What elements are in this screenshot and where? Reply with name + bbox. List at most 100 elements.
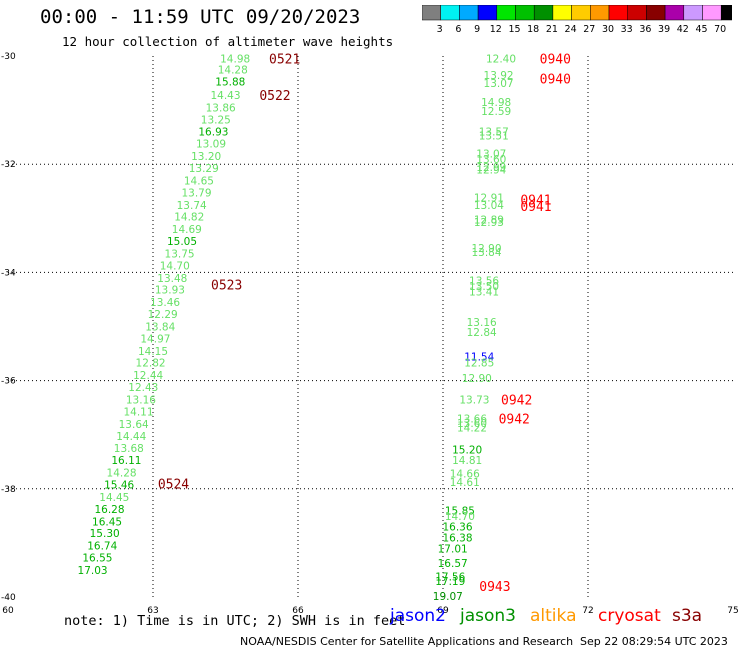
swh-value-label: 14.98 bbox=[481, 97, 511, 109]
legend-cryosat: cryosat bbox=[598, 606, 661, 626]
swh-value-label: 14.69 bbox=[172, 224, 202, 236]
legend-jason2: jason2 bbox=[390, 606, 446, 626]
swh-value-label: 14.70 bbox=[160, 260, 190, 272]
pass-time-label: 0521 bbox=[269, 53, 300, 68]
swh-value-label: 16.36 bbox=[442, 522, 472, 534]
pass-time-label: 0940 bbox=[540, 73, 571, 88]
swh-value-label: 17.19 bbox=[435, 576, 465, 588]
footer-note: note: 1) Time is in UTC; 2) SWH is in fe… bbox=[64, 613, 406, 629]
swh-value-label: 13.48 bbox=[157, 273, 187, 285]
swh-value-label: 14.82 bbox=[174, 212, 204, 224]
x-tick-label: 66 bbox=[292, 606, 304, 616]
colorbar-label: 9 bbox=[474, 24, 480, 35]
legend-s3a: s3a bbox=[672, 606, 703, 626]
swh-value-label: 12.91 bbox=[474, 193, 504, 205]
colorbar-label: 30 bbox=[602, 24, 614, 35]
colorbar-label: 42 bbox=[677, 24, 689, 35]
swh-value-label: 13.93 bbox=[155, 285, 185, 297]
swh-value-label: 12.90 bbox=[471, 243, 501, 255]
swh-value-label: 13.84 bbox=[145, 322, 175, 334]
swh-value-label: 12.44 bbox=[133, 370, 163, 382]
swh-value-label: 16.28 bbox=[94, 504, 124, 516]
swh-value-label: 14.43 bbox=[210, 90, 240, 102]
swh-value-label: 13.66 bbox=[457, 413, 487, 425]
colorbar-label: 70 bbox=[714, 24, 726, 35]
swh-value-label: 16.93 bbox=[198, 127, 228, 139]
swh-value-label: 13.60 bbox=[476, 154, 506, 166]
page-subtitle: 12 hour collection of altimeter wave hei… bbox=[62, 34, 394, 49]
swh-value-label: 14.66 bbox=[450, 469, 480, 481]
swh-value-label: 16.38 bbox=[442, 532, 472, 544]
swh-value-label: 12.85 bbox=[464, 358, 494, 370]
pass-time-label: 0942 bbox=[501, 394, 532, 409]
colorbar-label: 21 bbox=[546, 24, 558, 35]
swh-value-label: 14.98 bbox=[220, 54, 250, 66]
swh-value-label: 12.40 bbox=[486, 54, 516, 66]
pass-time-label: 0943 bbox=[479, 580, 510, 595]
swh-value-label: 12.99 bbox=[476, 162, 506, 174]
swh-value-label: 14.65 bbox=[184, 175, 214, 187]
y-tick-label: -34 bbox=[1, 268, 16, 278]
timestamp-text: Sep 22 08:29:54 UTC 2023 bbox=[580, 635, 728, 648]
swh-value-label: 12.89 bbox=[474, 214, 504, 226]
swh-value-label: 13.68 bbox=[114, 443, 144, 455]
swh-value-label: 13.07 bbox=[484, 78, 514, 90]
swh-value-label: 12.93 bbox=[474, 217, 504, 229]
colorbar-swatch bbox=[720, 5, 732, 21]
swh-value-label: 13.57 bbox=[479, 127, 509, 139]
swh-value-label: 15.30 bbox=[90, 528, 120, 540]
colorbar-label: 12 bbox=[490, 24, 502, 35]
colorbar-label: 6 bbox=[455, 24, 461, 35]
x-tick-label: 75 bbox=[727, 606, 738, 616]
colorbar-label: 36 bbox=[639, 24, 651, 35]
swh-value-label: 13.75 bbox=[165, 248, 195, 260]
pass-time-label: 0941 bbox=[520, 193, 551, 208]
swh-value-label: 16.11 bbox=[111, 455, 141, 467]
swh-value-label: 13.74 bbox=[177, 200, 207, 212]
pass-time-label: 0522 bbox=[259, 89, 290, 104]
legend-altika: altika bbox=[530, 606, 577, 626]
y-tick-label: -40 bbox=[1, 593, 16, 603]
swh-value-label: 14.28 bbox=[107, 468, 137, 480]
swh-value-label: 13.41 bbox=[469, 286, 499, 298]
pass-time-label: 0524 bbox=[158, 477, 189, 492]
swh-value-label: 15.88 bbox=[215, 76, 245, 88]
x-tick-label: 63 bbox=[147, 606, 158, 616]
swh-value-label: 13.29 bbox=[189, 163, 219, 175]
colorbar-label: 33 bbox=[621, 24, 633, 35]
swh-value-label: 17.01 bbox=[438, 543, 468, 555]
swh-value-label: 16.45 bbox=[92, 516, 122, 528]
swh-value-label: 12.59 bbox=[481, 106, 511, 118]
colorbar-label: 24 bbox=[565, 24, 577, 35]
swh-value-label: 12.82 bbox=[136, 358, 166, 370]
legend-jason3: jason3 bbox=[460, 606, 516, 626]
swh-value-label: 13.73 bbox=[459, 395, 489, 407]
swh-value-label: 13.51 bbox=[479, 131, 509, 143]
swh-value-label: 15.85 bbox=[445, 505, 475, 517]
pass-time-label: 0942 bbox=[499, 412, 530, 427]
swh-value-label: 12.90 bbox=[462, 373, 492, 385]
swh-value-label: 19.07 bbox=[433, 591, 463, 603]
colorbar-label: 39 bbox=[658, 24, 670, 35]
colorbar-label: 3 bbox=[437, 24, 443, 35]
swh-value-label: 14.44 bbox=[116, 431, 146, 443]
swh-value-label: 13.46 bbox=[150, 297, 180, 309]
swh-value-label: 14.81 bbox=[452, 455, 482, 467]
colorbar-label: 45 bbox=[695, 24, 707, 35]
x-tick-label: 60 bbox=[2, 606, 14, 616]
swh-value-label: 13.50 bbox=[469, 281, 499, 293]
swh-value-label: 12.84 bbox=[467, 327, 497, 339]
swh-value-label: 17.03 bbox=[78, 565, 108, 577]
swh-value-label: 13.86 bbox=[206, 102, 236, 114]
swh-value-label: 12.94 bbox=[476, 165, 506, 177]
y-tick-label: -38 bbox=[1, 485, 16, 495]
credit-text: NOAA/NESDIS Center for Satellite Applica… bbox=[240, 635, 574, 648]
pass-time-label: 0940 bbox=[540, 53, 571, 68]
swh-value-label: 15.20 bbox=[452, 444, 482, 456]
swh-value-label: 16.57 bbox=[438, 558, 468, 570]
swh-value-label: 14.15 bbox=[138, 346, 168, 358]
swh-value-label: 13.60 bbox=[457, 418, 487, 430]
swh-value-label: 15.05 bbox=[167, 236, 197, 248]
y-tick-label: -36 bbox=[1, 377, 16, 387]
